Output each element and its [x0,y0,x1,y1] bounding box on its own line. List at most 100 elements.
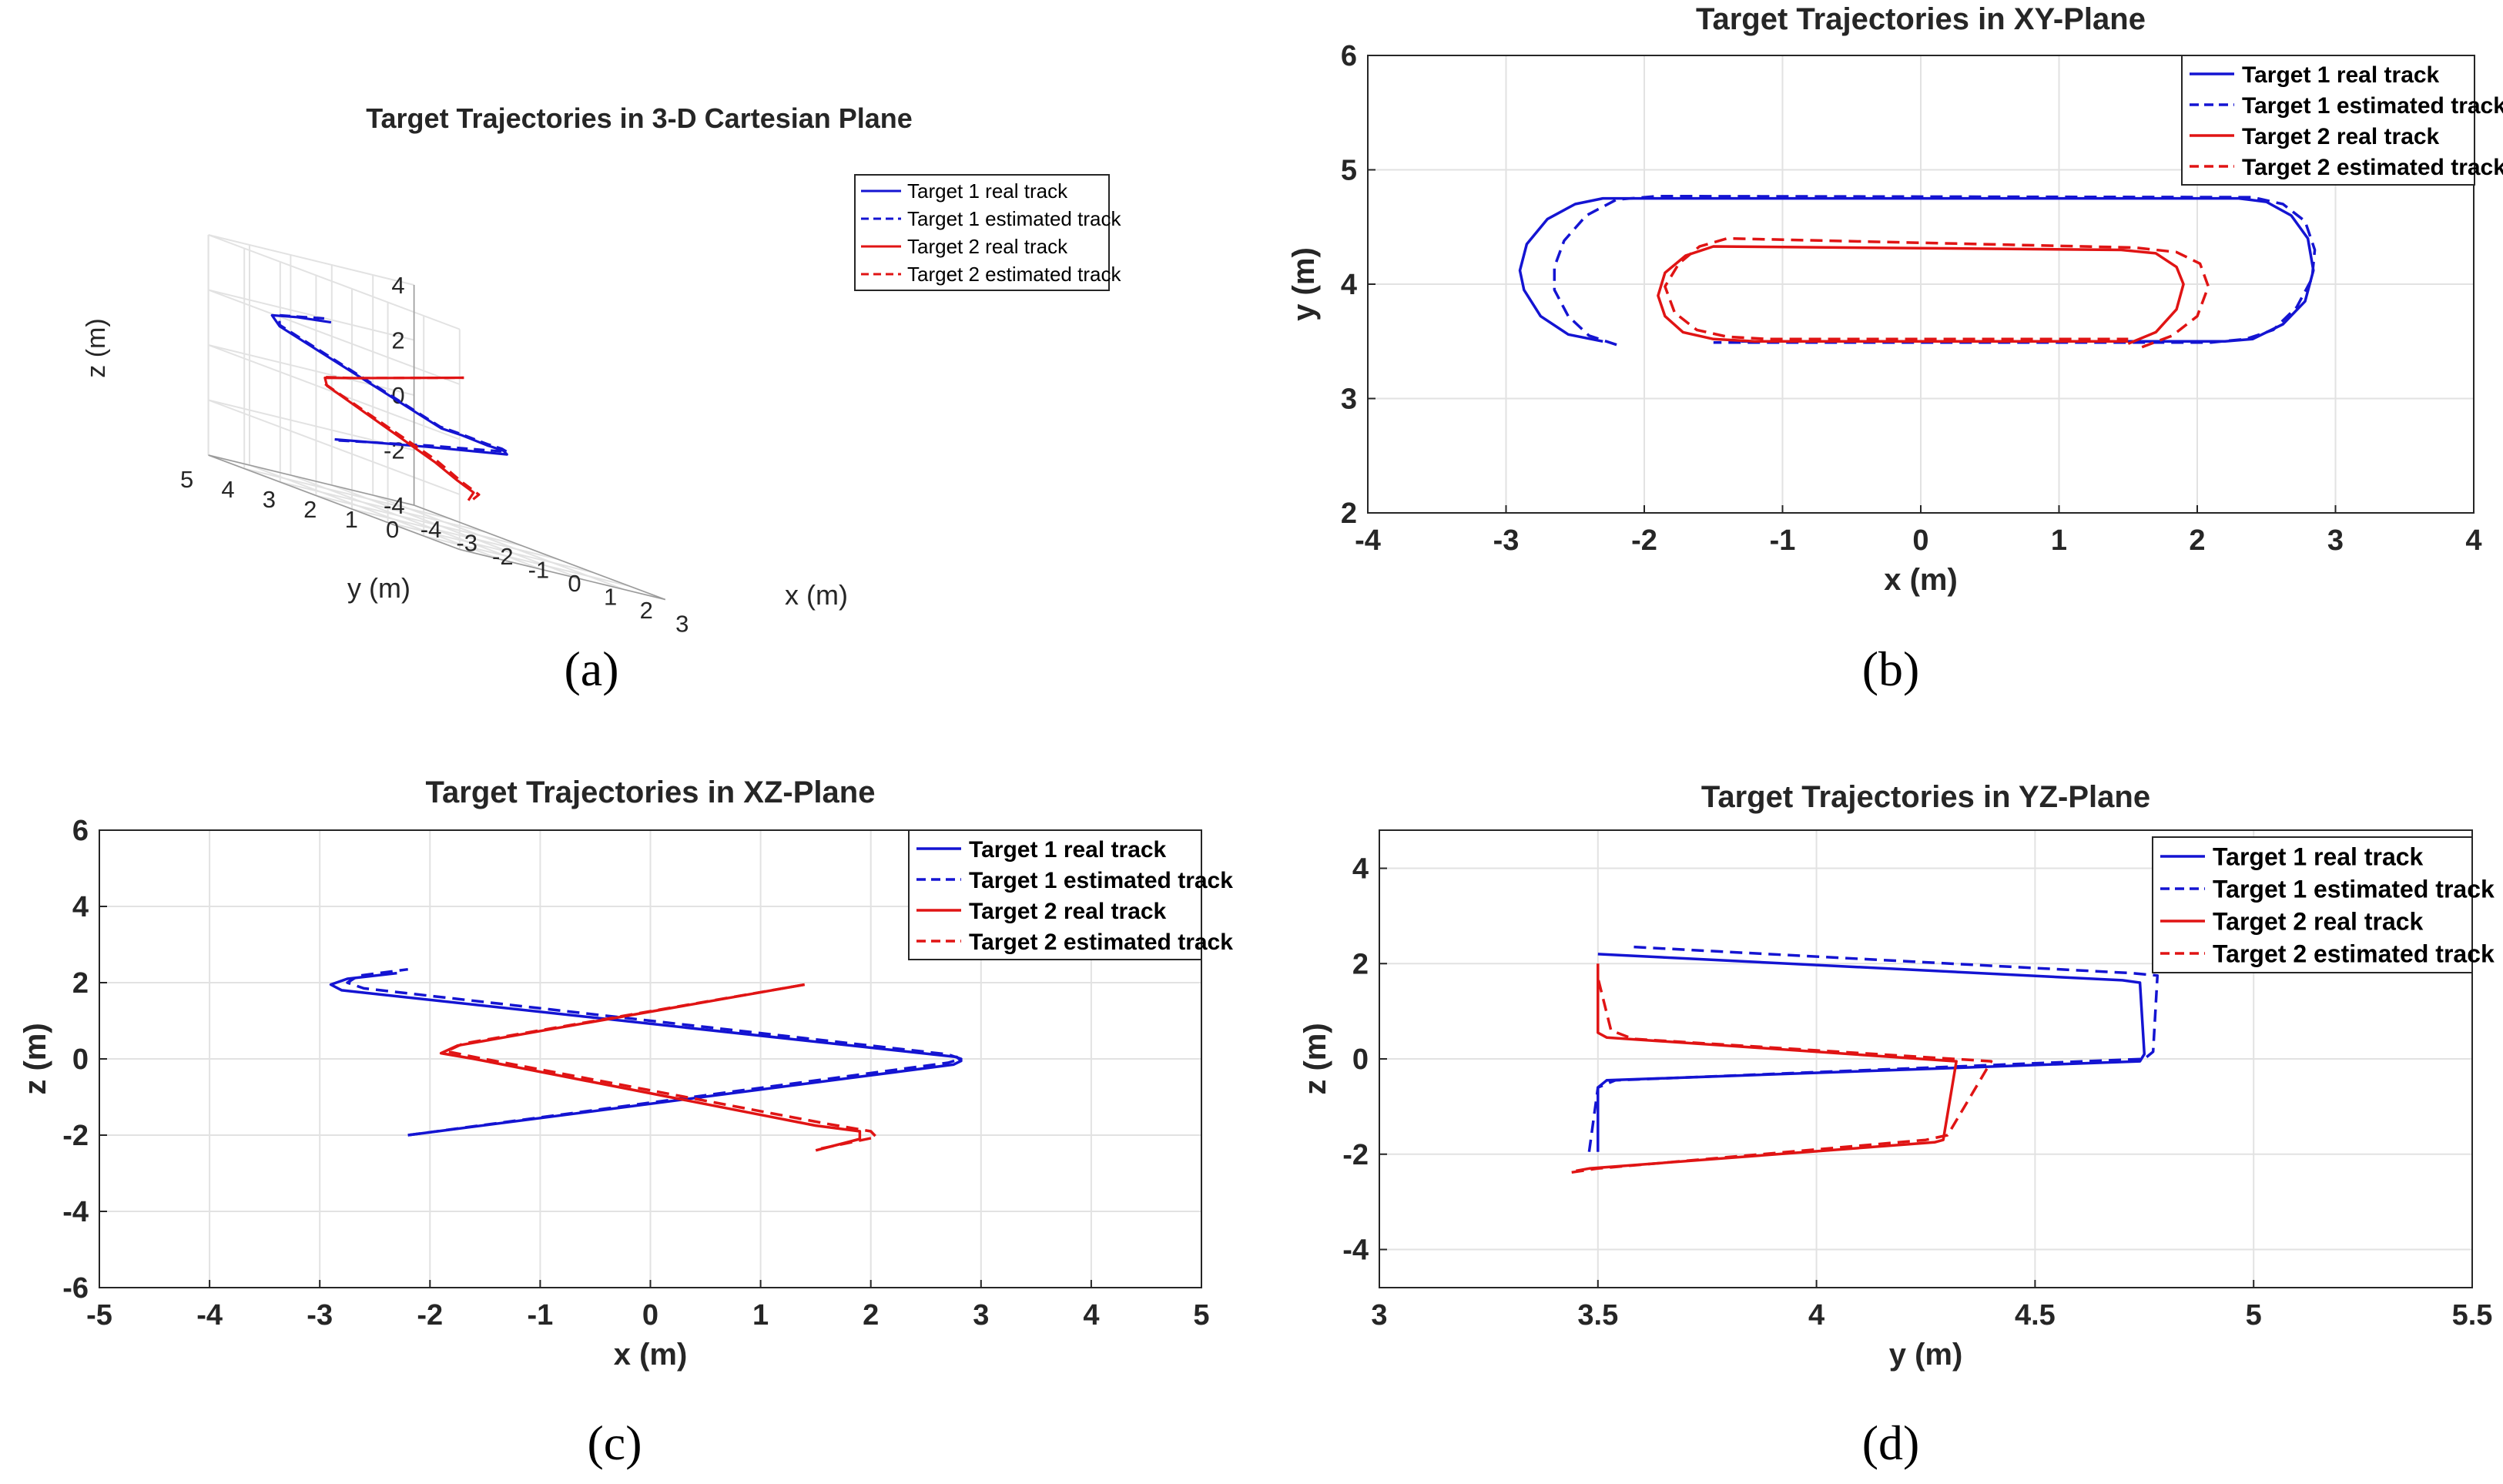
x-tick-label: 2 [863,1299,879,1332]
legend-box [2152,836,2473,973]
legend-entry: Target 2 real track [907,235,1068,258]
x-tick-label: 5 [2246,1299,2262,1332]
axes-box [1367,55,2475,514]
x-tick-label: 2 [640,597,653,624]
series-line [1576,963,1958,1173]
x-tick-label: -3 [456,530,477,557]
x-tick-label: 1 [2051,524,2067,557]
series-line [1571,977,1993,1174]
y-tick-label: 2 [72,967,89,1000]
x-tick-label: 0 [568,570,581,597]
x-tick-label: -4 [196,1299,223,1332]
x-tick-label: -4 [1355,524,1381,557]
chart-title: Target Trajectories in 3-D Cartesian Pla… [366,102,913,134]
x-tick-label: 4 [1808,1299,1824,1332]
x-tick-label: 4 [1083,1299,1099,1332]
y-axis-label: y (m) [347,572,410,604]
legend-box [854,174,1110,291]
x-tick-label: 2 [2189,524,2205,557]
floor-gridline-x [423,535,630,587]
floor-gridline-y [249,464,501,561]
side-wall-gridline-z [208,289,414,341]
x-tick-label: 0 [642,1299,658,1332]
series-line [1553,194,2317,347]
y-tick-label: 3 [1341,384,1357,416]
axes-box [1379,829,2473,1288]
back-wall-gridline-z [208,234,461,330]
series-line [346,967,963,1137]
legend-entry: Target 1 real track [2242,62,2440,88]
series-line [445,983,878,1151]
caption-c: (c) [587,1415,642,1470]
floor-gridline-x [243,467,451,520]
x-tick-label: 5.5 [2452,1299,2493,1332]
y-tick-label: -6 [62,1272,89,1305]
floor-edge [208,454,461,551]
legend-entry: Target 2 real track [2242,124,2440,149]
legend-box [2181,55,2475,186]
z-tick-label: -4 [384,492,405,519]
y-tick-label: 5 [180,466,193,493]
legend-entry: Target 1 real track [907,179,1068,203]
y-tick-label: 4 [72,891,89,923]
panel-c-xz-plane: -5 -4 -3 -2 -1 0 1 2 3 4 5 -6 -4 -2 0 2 4 6 Target Traject… [18,775,1233,1372]
legend-entry: Target 1 real track [2213,843,2424,871]
caption-b: (b) [1862,642,1920,696]
floor-gridline-x [387,521,594,574]
x-tick-label: 4.5 [2015,1299,2056,1332]
x-tick-label: -1 [528,557,550,584]
axes-box [99,829,1202,1288]
x-tick-label: 0 [1912,524,1928,557]
y-tick-label: -4 [1342,1234,1369,1267]
series-line [277,313,508,454]
x-tick-label: 1 [752,1299,769,1332]
z-axis-label: z (m) [82,318,111,377]
y-tick-label: -4 [62,1196,89,1228]
y-tick-label: 4 [221,476,234,503]
legend-entry: Target 2 estimated track [2242,155,2503,180]
chart-title: Target Trajectories in YZ-Plane [1701,780,2150,814]
series-line [323,376,481,501]
floor-gridline-x [316,494,522,547]
back-wall-gridline-z [208,289,461,385]
x-tick-label: -5 [86,1299,112,1332]
legend-entry: Target 1 estimated track [2213,876,2495,903]
side-wall-gridline-z [208,344,414,396]
legend-entry: Target 2 real track [969,899,1167,924]
x-tick-label: 4 [2465,524,2481,557]
floor-gridline-y [372,494,625,591]
x-tick-label: -2 [492,543,514,570]
floor-edge [459,548,665,601]
series-line [270,313,508,456]
y-tick-label: 0 [1352,1043,1369,1076]
x-tick-label: 1 [604,584,617,611]
x-axis-label: y (m) [1889,1338,1963,1372]
x-tick-label: 3 [2327,524,2344,557]
x-axis-label: x (m) [1884,563,1958,597]
chart-title: Target Trajectories in XZ-Plane [426,775,876,809]
legend-entry: Target 2 estimated track [907,263,1121,286]
y-tick-label: 2 [1352,948,1369,980]
y-tick-label: -2 [1342,1139,1369,1171]
floor-gridline-y [331,484,584,581]
legend-entry: Target 2 real track [2213,908,2424,936]
y-tick-label: 0 [72,1043,89,1076]
y-tick-label: 4 [1352,853,1369,886]
y-tick-label: -2 [62,1120,89,1152]
y-axis-label: z (m) [18,1023,52,1094]
z-tick-label: 4 [391,272,404,299]
y-tick-label: 5 [1341,155,1357,187]
side-wall-gridline-z [208,234,414,286]
axis-edge-y [208,454,414,506]
axis-edge-x [414,504,666,601]
legend-entry: Target 1 estimated track [907,207,1121,230]
floor-gridline-x [351,508,558,560]
legend-entry: Target 1 estimated track [2242,93,2503,119]
legend-entry: Target 2 estimated track [969,930,1233,955]
x-tick-label: 3 [1371,1299,1387,1332]
legend-box [908,829,1202,960]
x-tick-label: -4 [421,516,442,543]
z-tick-label: -2 [384,437,405,464]
